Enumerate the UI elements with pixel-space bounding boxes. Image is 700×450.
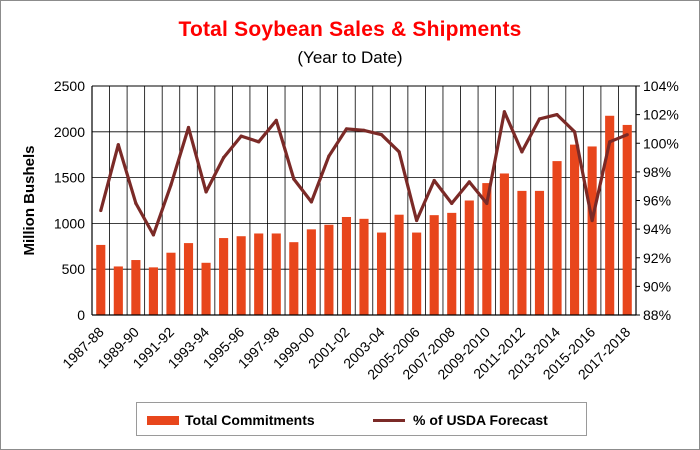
point-usda-forecast: [415, 218, 419, 223]
point-usda-forecast: [608, 140, 612, 144]
legend-item-total-commitments: Total Commitments: [147, 411, 315, 429]
point-usda-forecast: [222, 155, 226, 160]
bar-total-commitments: [376, 232, 387, 315]
point-usda-forecast: [520, 150, 524, 154]
bar-total-commitments: [113, 266, 123, 315]
bar-total-commitments: [271, 233, 281, 315]
legend-label-usda-forecast: % of USDA Forecast: [413, 412, 548, 428]
legend-label-total-commitments: Total Commitments: [185, 412, 315, 428]
point-usda-forecast: [625, 133, 629, 137]
bar-total-commitments: [148, 267, 158, 315]
point-usda-forecast: [186, 125, 191, 130]
point-usda-forecast: [239, 134, 243, 138]
legend-bar-swatch: [147, 415, 179, 425]
y-tick-label: 2000: [54, 124, 85, 140]
bar-total-commitments: [394, 214, 404, 315]
point-usda-forecast: [572, 130, 577, 134]
point-usda-forecast: [537, 117, 542, 121]
bar-total-commitments: [359, 218, 369, 315]
bar-total-commitments: [499, 173, 509, 315]
point-usda-forecast: [151, 233, 156, 237]
bar-total-commitments: [534, 190, 545, 315]
y2-tick-label: 102%: [643, 107, 679, 123]
bar-total-commitments: [429, 215, 439, 315]
bar-total-commitments: [166, 252, 176, 315]
y2-tick-label: 96%: [643, 193, 671, 209]
legend-item-usda-forecast: % of USDA Forecast: [373, 411, 548, 429]
point-usda-forecast: [344, 127, 349, 131]
bar-total-commitments: [201, 262, 211, 315]
y-tick-label: 1500: [54, 170, 85, 186]
bar-total-commitments: [219, 238, 229, 315]
bar-total-commitments: [131, 260, 141, 315]
bar-total-commitments: [605, 115, 615, 316]
point-usda-forecast: [450, 201, 454, 205]
y2-tick-label: 94%: [643, 221, 671, 237]
point-usda-forecast: [397, 150, 401, 154]
y-tick-label: 500: [62, 261, 86, 277]
y2-tick-label: 100%: [643, 135, 679, 151]
point-usda-forecast: [502, 110, 506, 114]
point-usda-forecast: [362, 128, 366, 132]
y2-tick-label: 98%: [643, 164, 671, 180]
bar-total-commitments: [324, 224, 334, 315]
chart-title: Total Soybean Sales & Shipments: [178, 18, 522, 41]
bar-total-commitments: [183, 243, 194, 315]
point-usda-forecast: [204, 190, 208, 194]
bar-total-commitments: [464, 200, 474, 315]
chart-subtitle: (Year to Date): [297, 48, 403, 67]
point-usda-forecast: [555, 113, 559, 117]
y-tick-label: 2500: [54, 78, 85, 94]
bar-total-commitments: [570, 144, 580, 315]
point-usda-forecast: [169, 183, 173, 187]
point-usda-forecast: [485, 201, 489, 205]
point-usda-forecast: [432, 178, 436, 183]
bar-total-commitments: [341, 216, 352, 315]
point-usda-forecast: [99, 208, 103, 213]
bar-total-commitments: [254, 233, 264, 315]
bar-total-commitments: [447, 212, 457, 315]
bar-total-commitments: [96, 244, 106, 315]
bar-total-commitments: [289, 242, 299, 315]
y2-tick-label: 90%: [643, 278, 671, 294]
y-tick-label: 1000: [54, 215, 85, 231]
bar-total-commitments: [306, 229, 316, 315]
point-usda-forecast: [274, 118, 278, 122]
point-usda-forecast: [257, 140, 261, 144]
bar-total-commitments: [412, 232, 422, 315]
bar-total-commitments: [552, 161, 562, 315]
bar-total-commitments: [236, 236, 246, 315]
bar-total-commitments: [587, 146, 597, 315]
point-usda-forecast: [467, 180, 471, 184]
point-usda-forecast: [134, 201, 138, 205]
y-axis-title: Million Bushels: [21, 145, 38, 255]
chart-legend: Total Commitments % of USDA Forecast: [136, 402, 587, 436]
bar-total-commitments: [517, 190, 527, 315]
point-usda-forecast: [292, 177, 296, 181]
point-usda-forecast: [590, 218, 594, 223]
y-tick-label: 0: [77, 307, 85, 323]
bar-total-commitments: [482, 183, 492, 315]
y2-tick-label: 88%: [643, 307, 671, 323]
point-usda-forecast: [379, 133, 384, 137]
y2-tick-label: 104%: [643, 78, 679, 94]
point-usda-forecast: [116, 143, 120, 147]
legend-line-swatch: [373, 418, 405, 422]
bar-total-commitments: [622, 124, 632, 316]
point-usda-forecast: [327, 154, 331, 158]
point-usda-forecast: [309, 200, 313, 204]
y2-tick-label: 92%: [643, 250, 671, 266]
